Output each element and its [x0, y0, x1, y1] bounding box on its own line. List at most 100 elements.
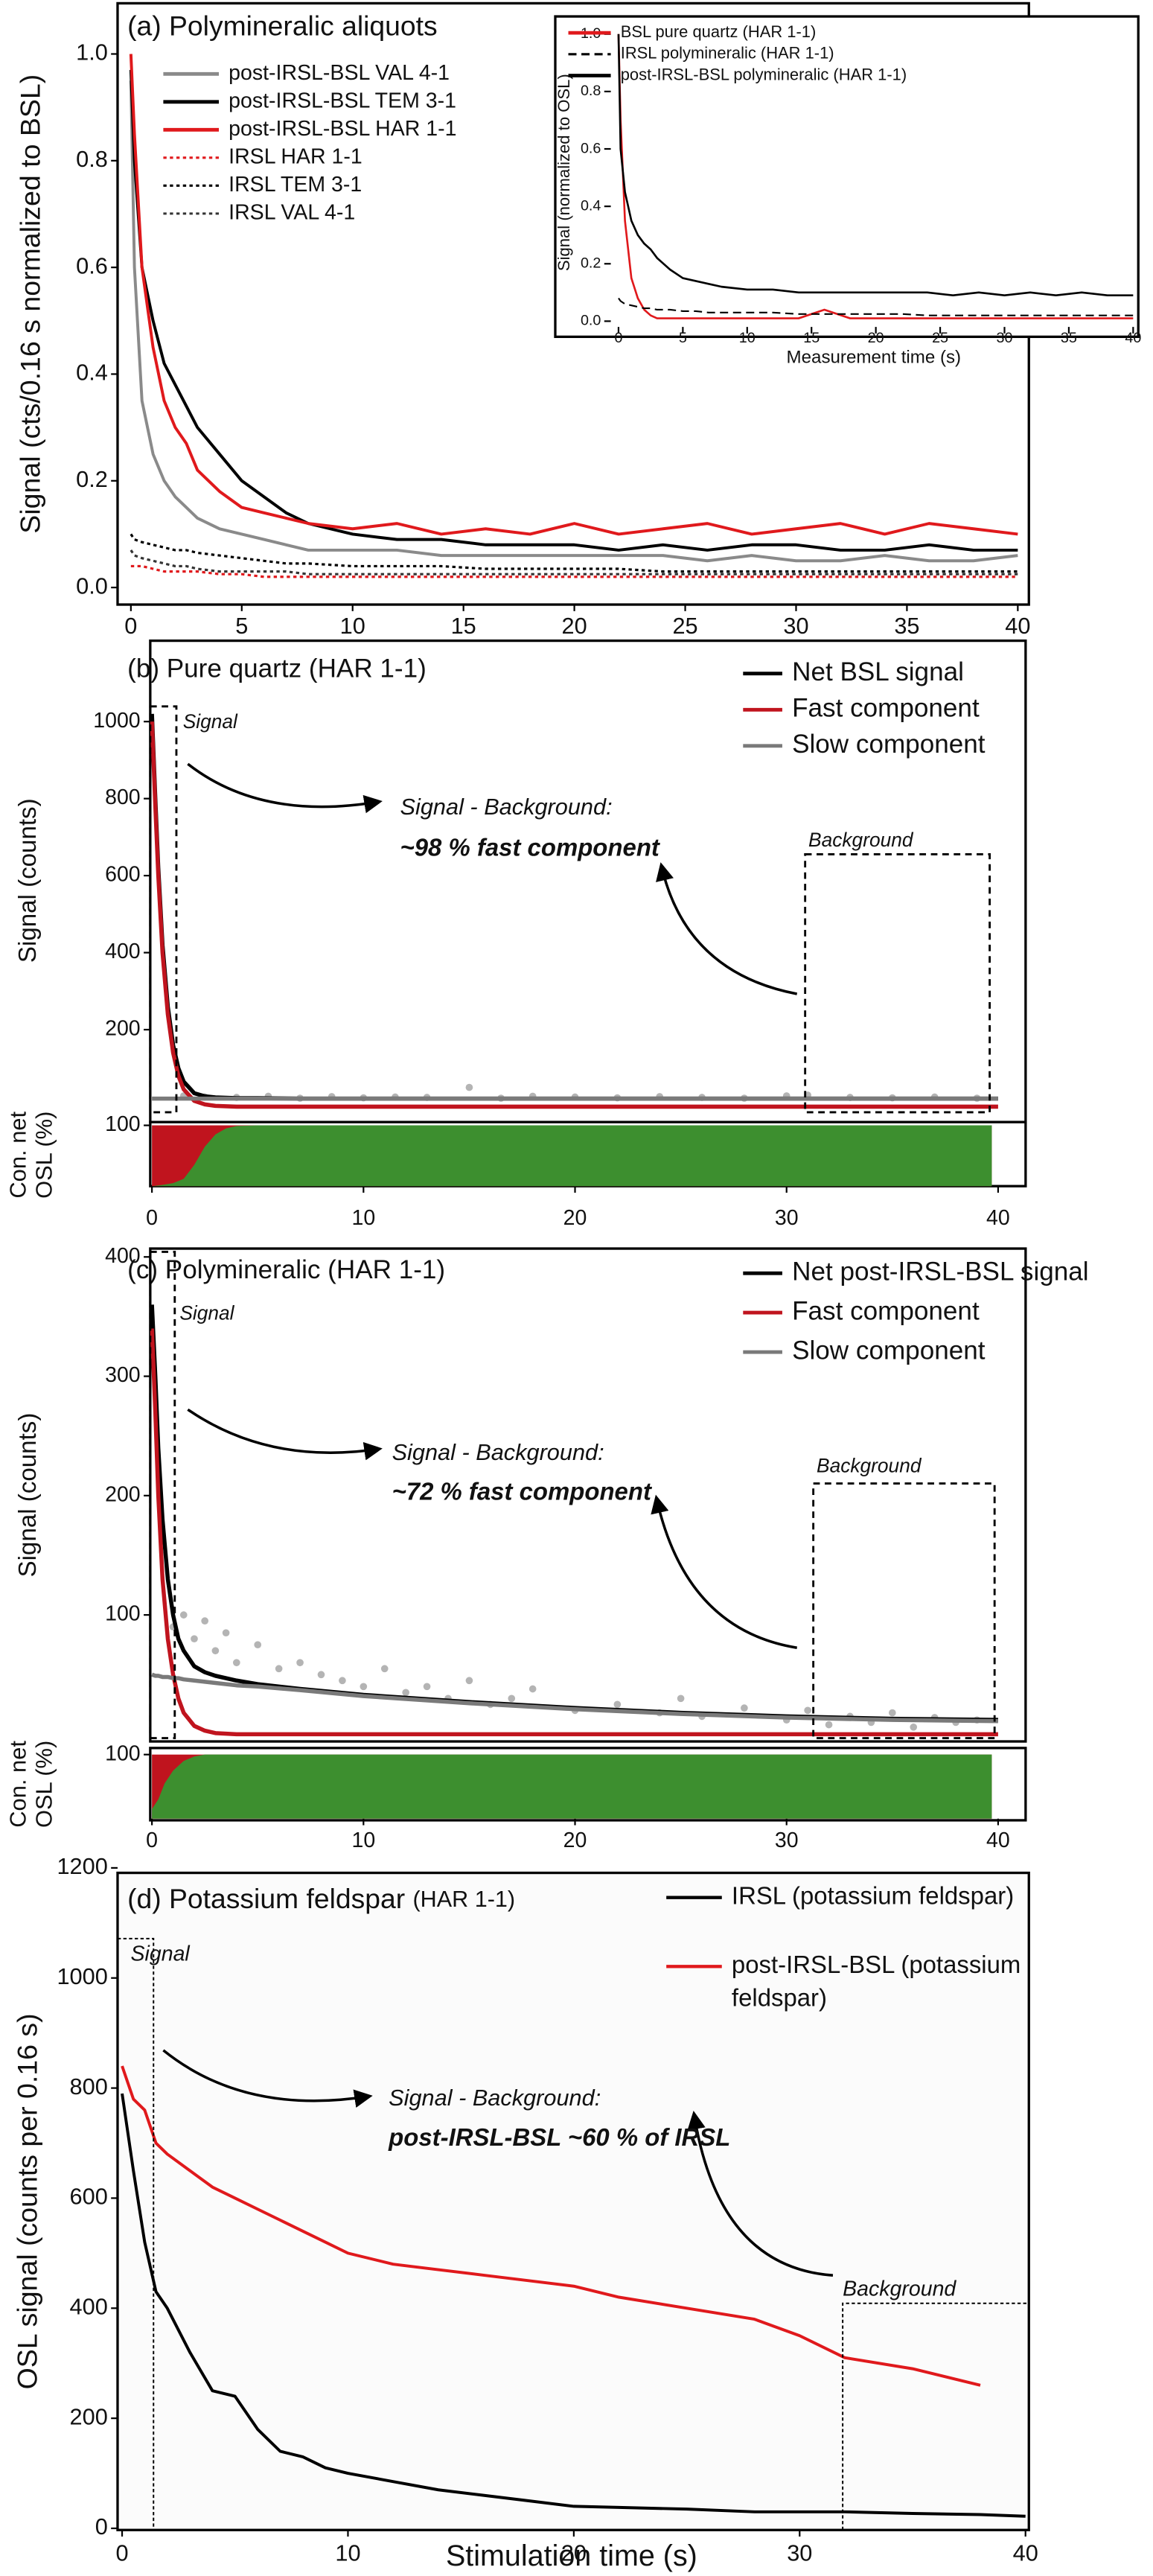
- series-line: [150, 721, 998, 1109]
- x-tick-label: 40: [1005, 613, 1030, 639]
- y-tick-label: 0.6: [581, 140, 601, 156]
- y-tick-label: 1.0: [76, 39, 108, 66]
- annotation: Signal - Background:: [389, 2085, 601, 2111]
- annotation: Background: [808, 829, 914, 851]
- data-point: [201, 1617, 209, 1625]
- legend-label: post-IRSL-BSL TEM 3-1: [229, 89, 456, 112]
- annotation: post-IRSL-BSL ~60 % of IRSL: [388, 2123, 730, 2151]
- data-point: [191, 1635, 198, 1643]
- plot-area: [129, 54, 1018, 578]
- x-tick-label: 10: [739, 330, 756, 346]
- legend-label: BSL pure quartz (HAR 1-1): [621, 22, 817, 41]
- y-tick-label: 600: [70, 2184, 108, 2210]
- y-tick-label: 200: [105, 1017, 141, 1041]
- y-tick-label: 0.2: [581, 255, 601, 271]
- x-axis-label: Stimulation time (s): [446, 2540, 697, 2572]
- x-tick-label: 10: [351, 1829, 375, 1852]
- y-tick-label: 100: [105, 1741, 141, 1765]
- annotation: Background: [843, 2277, 956, 2301]
- x-tick-label: 10: [335, 2540, 360, 2566]
- contribution-y-label: OSL (%): [31, 1112, 57, 1199]
- x-tick-label: 30: [997, 330, 1013, 346]
- data-point: [465, 1677, 473, 1685]
- x-tick-label: 30: [775, 1829, 799, 1852]
- legend-label: post-IRSL-BSL (potassium feldspar): [731, 1951, 1021, 2012]
- plot-area: [150, 1304, 998, 1737]
- x-tick-label: 35: [894, 613, 919, 639]
- y-tick-label: 0.4: [76, 360, 108, 386]
- data-point: [360, 1683, 368, 1691]
- data-point: [339, 1677, 346, 1685]
- region-box: [149, 705, 178, 1114]
- series-line: [121, 2093, 1026, 2518]
- series-line: [617, 34, 1134, 319]
- y-tick-label: 0: [95, 2513, 108, 2540]
- series-line: [617, 34, 1134, 297]
- legend-label: IRSL HAR 1-1: [229, 144, 362, 168]
- plot-area: [121, 2065, 1026, 2518]
- legend-label: post-IRSL-BSL polymineralic (HAR 1-1): [621, 65, 907, 83]
- x-tick-label: 10: [340, 613, 365, 639]
- data-point: [528, 1685, 537, 1693]
- legend-label: IRSL TEM 3-1: [229, 173, 362, 197]
- y-tick-label: 100: [105, 1602, 141, 1626]
- panel-title-text: (a) Polymineralic aliquots: [127, 10, 437, 41]
- y-tick-label: 0.4: [581, 197, 601, 214]
- x-tick-label: 5: [235, 613, 248, 639]
- annotation: ~72 % fast component: [392, 1477, 653, 1505]
- data-point: [888, 1709, 896, 1717]
- legend-label: Net BSL signal: [792, 657, 964, 686]
- x-tick-label: 15: [451, 613, 476, 639]
- y-tick-label: 400: [70, 2293, 108, 2319]
- legend-label: IRSL polymineralic (HAR 1-1): [621, 44, 834, 63]
- data-point: [804, 1706, 811, 1715]
- data-point: [677, 1695, 685, 1703]
- x-tick-label: 30: [783, 613, 808, 639]
- x-tick-label: 40: [986, 1206, 1010, 1230]
- panel-title-text: (d) Potassium feldspar: [127, 1883, 405, 1914]
- x-tick-label: 20: [563, 1206, 587, 1230]
- y-axis-label: Signal (counts): [13, 1413, 41, 1578]
- data-point: [402, 1689, 409, 1697]
- y-axis-label: OSL signal (counts per 0.16 s): [11, 2013, 42, 2389]
- y-tick-label: 1000: [93, 709, 140, 733]
- x-axis-label: Measurement time (s): [787, 347, 962, 367]
- data-point: [296, 1659, 304, 1667]
- x-tick-label: 40: [986, 1829, 1010, 1852]
- annotation: Signal - Background:: [392, 1439, 604, 1465]
- arrow: [687, 2111, 834, 2277]
- y-tick-label: 0.0: [581, 313, 601, 329]
- data-point: [508, 1695, 516, 1703]
- panel-title: (b) Pure quartz (HAR 1-1): [127, 654, 427, 683]
- arrow: [187, 1408, 383, 1461]
- y-tick-label: 0.8: [581, 83, 601, 99]
- legend-label: Net post-IRSL-BSL signal: [792, 1257, 1088, 1286]
- x-tick-label: 40: [1013, 2540, 1038, 2566]
- arrow: [162, 2049, 373, 2108]
- y-tick-label: 1000: [57, 1963, 107, 1989]
- x-tick-label: 30: [775, 1206, 799, 1230]
- annotation: Signal: [131, 1942, 191, 1966]
- contribution-area: [152, 1754, 992, 1819]
- series-line: [129, 54, 1018, 536]
- y-tick-label: 0.6: [76, 252, 108, 278]
- y-tick-label: 200: [105, 1482, 141, 1506]
- arrow: [656, 862, 798, 995]
- legend-label: Slow component: [792, 1336, 986, 1365]
- legend-label: Slow component: [792, 730, 986, 759]
- contribution-y-label: Con. net: [5, 1111, 31, 1198]
- y-tick-label: 0.2: [76, 466, 108, 492]
- data-point: [254, 1641, 262, 1649]
- panel-title-text: (c) Polymineralic (HAR 1-1): [127, 1255, 445, 1284]
- annotation: ~98 % fast component: [400, 833, 661, 861]
- data-point: [613, 1700, 622, 1709]
- annotation: Signal: [183, 710, 238, 733]
- x-tick-label: 40: [1125, 330, 1141, 346]
- contribution-y-label: Con. net: [5, 1741, 31, 1828]
- data-point: [275, 1665, 283, 1673]
- x-tick-label: 20: [561, 2540, 587, 2566]
- series-line: [129, 69, 1018, 552]
- panel-title: (d) Potassium feldspar (HAR 1-1): [127, 1883, 515, 1914]
- plot-area: [150, 713, 998, 1109]
